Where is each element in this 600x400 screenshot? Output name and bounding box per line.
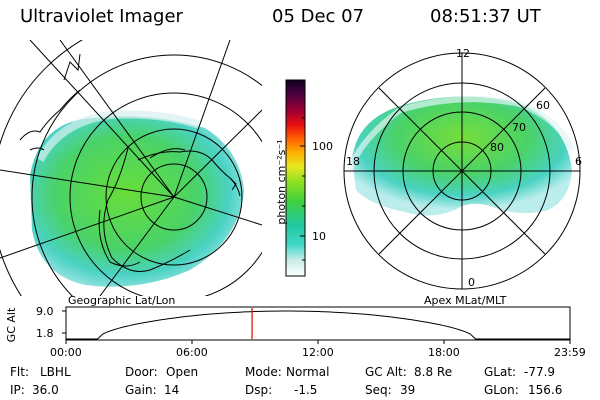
mlt-label-0: 0 xyxy=(468,276,475,289)
mlt-spokes xyxy=(344,53,580,289)
status-gcalt-value: 8.8 Re xyxy=(414,365,453,379)
time-tick-1200: 12:00 xyxy=(302,346,334,359)
instrument-title: Ultraviolet Imager xyxy=(20,6,183,27)
status-mode-value: Normal xyxy=(286,365,330,379)
time-tick-0000: 00:00 xyxy=(50,346,82,359)
mlat-label-70: 70 xyxy=(512,121,526,134)
geographic-map-panel xyxy=(0,40,262,296)
status-glat-value: -77.9 xyxy=(524,365,556,379)
status-door-label: Door: xyxy=(125,365,158,379)
coastlines xyxy=(19,53,241,272)
time-tick-2359: 23:59 xyxy=(554,346,586,359)
altitude-plot xyxy=(62,306,571,344)
status-door-value: Open xyxy=(166,365,199,379)
status-gain-value: 14 xyxy=(164,383,180,397)
status-gcalt-label: GC Alt: xyxy=(365,365,407,379)
mlt-label-6: 6 xyxy=(575,155,582,168)
altitude-curve xyxy=(66,310,570,340)
altitude-axis-label: GC Alt xyxy=(5,307,18,343)
image-time: 08:51:37 UT xyxy=(430,6,541,27)
status-glat-label: GLat: xyxy=(484,365,517,379)
status-glon-label: GLon: xyxy=(484,383,519,397)
longitude-lines xyxy=(0,40,262,296)
status-ip-label: IP: xyxy=(10,383,25,397)
mlat-label-60: 60 xyxy=(536,99,550,112)
color-scale-bar xyxy=(285,79,306,277)
status-flt-label: Flt: xyxy=(10,365,29,379)
right-panel-caption: Apex MLat/MLT xyxy=(424,294,507,307)
status-seq-label: Seq: xyxy=(365,383,392,397)
status-dsp-label: Dsp: xyxy=(245,383,273,397)
status-seq-value: 39 xyxy=(400,383,416,397)
status-dsp-value: -1.5 xyxy=(294,383,318,397)
status-flt-value: LBHL xyxy=(40,365,71,379)
time-tick-1800: 18:00 xyxy=(428,346,460,359)
status-glon-value: 156.6 xyxy=(528,383,563,397)
colorbar-unit-label: photon cm⁻²s⁻¹ xyxy=(275,139,288,225)
mlt-label-18: 18 xyxy=(346,155,360,168)
colorbar-tick-10: 10 xyxy=(312,230,326,243)
altitude-tick-high: 9.0 xyxy=(36,305,54,318)
time-tick-0600: 06:00 xyxy=(176,346,208,359)
status-ip-value: 36.0 xyxy=(32,383,59,397)
altitude-tick-low: 1.8 xyxy=(36,327,54,340)
image-date: 05 Dec 07 xyxy=(272,6,365,27)
status-gain-label: Gain: xyxy=(125,383,157,397)
latitude-circles xyxy=(0,40,262,296)
altitude-plot-ticks xyxy=(62,310,571,344)
aurora-fringe-right xyxy=(347,96,575,172)
left-panel-caption: Geographic Lat/Lon xyxy=(68,294,176,307)
mlat-label-80: 80 xyxy=(490,141,504,154)
aurora-emission-left xyxy=(30,116,244,287)
colorbar-tick-100: 100 xyxy=(312,140,333,153)
mlt-label-12: 12 xyxy=(456,47,470,60)
polar-mlat-mlt-panel xyxy=(343,52,581,290)
status-mode-label: Mode: xyxy=(245,365,282,379)
